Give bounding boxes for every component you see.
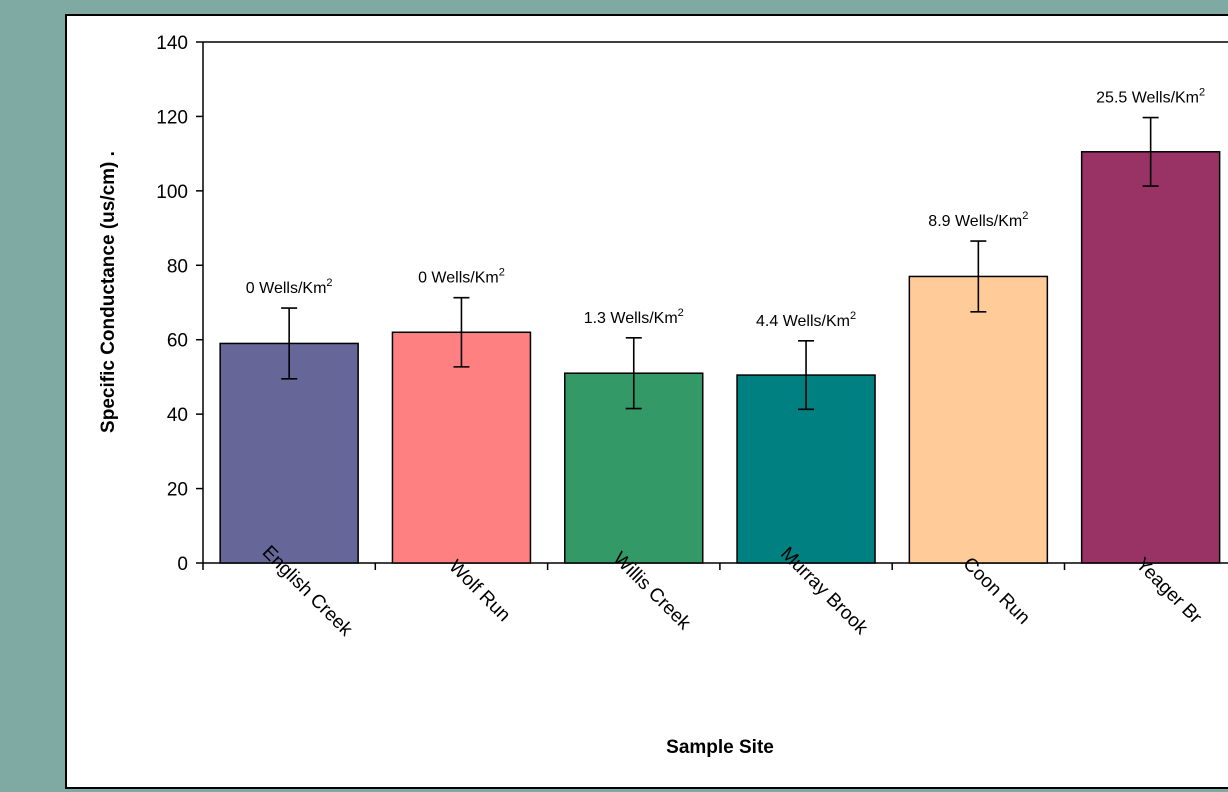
bar-5	[908, 275, 1049, 564]
annotation-4: 4.4 Wells/Km2	[756, 310, 856, 330]
bar-2	[391, 331, 532, 564]
category-label-5: Coon Run	[959, 553, 1034, 628]
bar-6	[1080, 151, 1221, 564]
y-tick-label: 80	[167, 256, 188, 277]
bars	[219, 151, 1221, 564]
category-label-6: Yeager Br	[1131, 554, 1206, 629]
error-bar-1	[281, 307, 298, 380]
bar-1	[219, 342, 359, 564]
annotation-5: 8.9 Wells/Km2	[928, 210, 1028, 230]
y-tick-label: 140	[156, 33, 188, 54]
category-label-2: Wolf Run	[444, 556, 514, 626]
bar-annotations: 0 Wells/Km2 0 Wells/Km2 1.3 Wells/Km2 4.4 W…	[246, 87, 1205, 330]
error-bars	[281, 116, 1159, 411]
annotation-1: 0 Wells/Km2	[246, 277, 333, 297]
error-bar-3	[625, 337, 642, 410]
y-tick-label: 20	[167, 480, 188, 501]
y-tick-label: 120	[156, 107, 188, 128]
y-tick-label: 60	[167, 331, 188, 352]
axes: 0 20 40 60 80 100 120 140	[156, 33, 1228, 575]
annotation-3: 1.3 Wells/Km2	[584, 307, 684, 327]
error-bar-5	[970, 240, 987, 313]
chart-panel: 0 20 40 60 80 100 120 140 0 Wells/Km2 0 Wells/Km…	[65, 14, 1228, 789]
y-tick-label: 40	[167, 405, 188, 426]
error-bar-6	[1142, 116, 1159, 187]
annotation-6: 25.5 Wells/Km2	[1096, 87, 1205, 107]
y-tick-label: 0	[177, 554, 188, 575]
error-bar-2	[453, 296, 470, 368]
y-tick-label: 100	[156, 182, 188, 203]
x-axis-title: Sample Site	[666, 737, 774, 758]
annotation-2: 0 Wells/Km2	[418, 267, 505, 287]
y-axis-title: Specific Conductance (us/cm) .	[98, 151, 119, 433]
error-bar-4	[798, 340, 815, 411]
